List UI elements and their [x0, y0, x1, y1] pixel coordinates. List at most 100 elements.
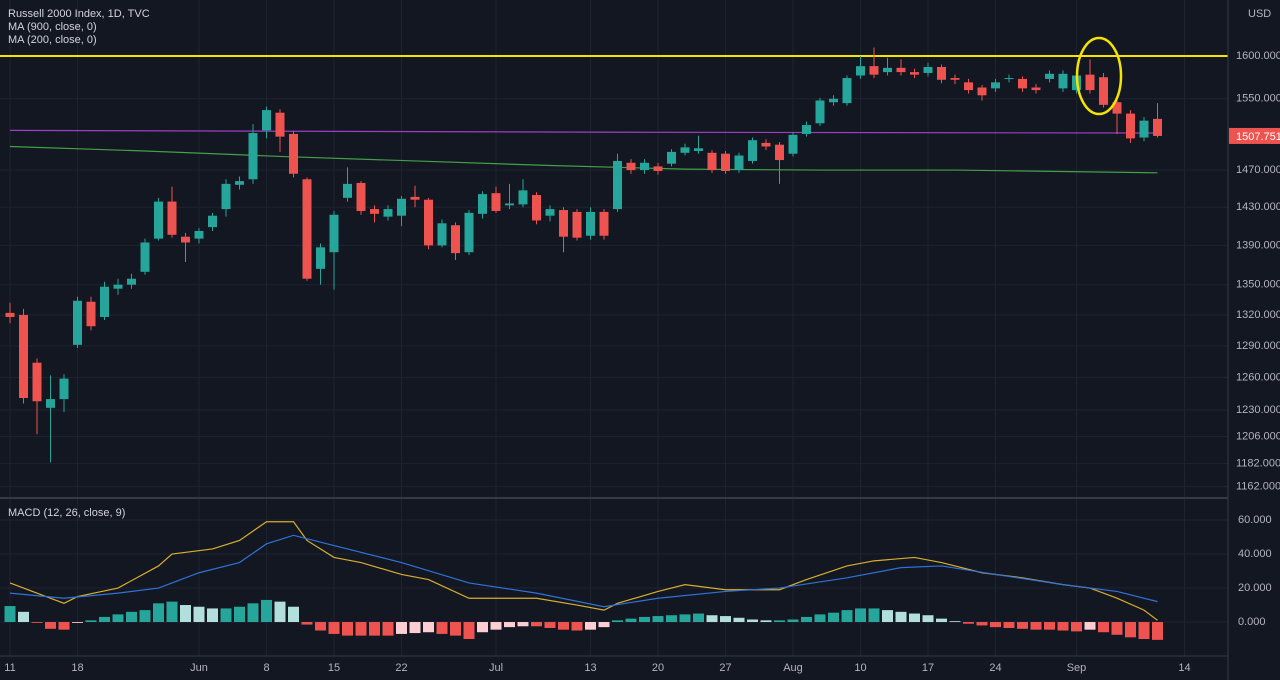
- candle-body: [667, 151, 676, 164]
- x-tick-label: 15: [328, 662, 340, 674]
- candle-body: [518, 190, 528, 205]
- candle-body: [856, 66, 865, 76]
- candle-body: [1126, 113, 1135, 139]
- histogram-bar: [1071, 622, 1082, 632]
- candle-body: [275, 112, 285, 137]
- histogram-bar: [706, 615, 718, 623]
- histogram-bar: [639, 616, 650, 623]
- histogram-bar: [1098, 622, 1109, 633]
- candle-body: [140, 242, 150, 272]
- histogram-bar: [436, 622, 448, 634]
- candle-body: [1153, 118, 1162, 136]
- candle-body: [788, 134, 798, 154]
- indicator-line: [9, 129, 1158, 134]
- legend-entry: MA (200, close, 0): [8, 34, 97, 46]
- y-tick-label: 1182.000: [1236, 457, 1280, 469]
- histogram-bar: [868, 608, 880, 623]
- candle-body: [991, 82, 1000, 89]
- x-tick-label: 8: [263, 662, 269, 674]
- candle-body: [194, 230, 204, 239]
- histogram-bar: [558, 622, 569, 630]
- histogram-bar: [58, 622, 70, 630]
- histogram-bar: [571, 622, 583, 631]
- histogram-bar: [949, 621, 961, 623]
- histogram-bar: [139, 610, 151, 623]
- histogram-bar: [274, 601, 286, 623]
- histogram-bar: [1125, 622, 1136, 638]
- histogram-bar: [666, 615, 677, 623]
- y-tick-label: 1162.000: [1236, 480, 1280, 492]
- x-tick-label: 22: [395, 662, 407, 674]
- candle-body: [964, 82, 973, 91]
- histogram-bar: [18, 611, 29, 623]
- candle-body: [640, 162, 649, 171]
- y-tick-label: 1550.000: [1236, 93, 1280, 105]
- candle-body: [5, 312, 15, 317]
- histogram-bar: [166, 601, 178, 623]
- histogram-bar: [801, 616, 812, 623]
- histogram-bar: [1057, 622, 1069, 631]
- histogram-bar: [112, 614, 124, 623]
- x-tick-label: 20: [652, 662, 664, 674]
- histogram-bar: [1152, 622, 1163, 640]
- candle-body: [586, 211, 595, 236]
- candle-body: [937, 67, 946, 80]
- candle-body: [410, 196, 420, 200]
- last-price-label: 1507.751: [1236, 131, 1280, 143]
- candle-body: [734, 155, 744, 171]
- candle-body: [32, 362, 42, 402]
- x-tick-label: 18: [71, 662, 83, 674]
- x-tick-label: 13: [584, 662, 596, 674]
- y-tick-label: 0.000: [1238, 616, 1266, 628]
- histogram-bar: [841, 610, 853, 623]
- y-tick-label: 1320.000: [1236, 309, 1280, 321]
- candle-body: [451, 225, 460, 254]
- histogram-bar: [1138, 622, 1150, 640]
- indicator-title: MACD (12, 26, close, 9): [8, 507, 125, 519]
- candle-body: [815, 100, 825, 124]
- candle-body: [424, 199, 433, 246]
- histogram-bar: [720, 616, 731, 623]
- candle-body: [491, 193, 501, 211]
- candle-body: [1004, 78, 1014, 80]
- y-tick-label: 1260.000: [1236, 371, 1280, 383]
- x-tick-label: 24: [989, 662, 1001, 674]
- candle-body: [599, 211, 609, 236]
- histogram-bar: [126, 611, 137, 623]
- candle-body: [1139, 120, 1149, 138]
- candle-body: [262, 110, 271, 131]
- histogram-bar: [990, 622, 1001, 628]
- histogram-bar: [1044, 622, 1055, 630]
- candle-body: [100, 286, 109, 317]
- candle-body: [113, 284, 123, 289]
- histogram-bar: [855, 608, 866, 623]
- candle-body: [694, 148, 703, 151]
- candle-body: [478, 194, 487, 214]
- candle-body: [370, 209, 379, 214]
- candle-body: [748, 140, 757, 161]
- y-tick-label: 1206.000: [1236, 430, 1280, 442]
- candle-body: [559, 210, 568, 237]
- y-tick-label: 1600.000: [1236, 50, 1280, 62]
- histogram-bar: [585, 622, 596, 630]
- candle-body: [329, 214, 339, 253]
- candle-body: [1085, 74, 1095, 91]
- candle-body: [19, 314, 28, 399]
- candle-body: [680, 147, 690, 153]
- histogram-bar: [31, 622, 43, 623]
- histogram-bar: [1017, 622, 1028, 629]
- x-tick-label: Jul: [489, 662, 503, 674]
- candle-body: [1099, 77, 1108, 105]
- histogram-bar: [1003, 622, 1015, 628]
- candle-body: [1031, 87, 1041, 91]
- histogram-bar: [922, 615, 934, 623]
- histogram-bar: [814, 614, 826, 623]
- y-tick-label: 1230.000: [1236, 404, 1280, 416]
- histogram-bar: [423, 622, 434, 633]
- candle-body: [316, 247, 325, 269]
- candle-body: [572, 211, 582, 238]
- histogram-bar: [409, 622, 421, 634]
- histogram-bar: [315, 622, 326, 631]
- candle-body: [208, 215, 217, 228]
- candle-body: [86, 301, 96, 327]
